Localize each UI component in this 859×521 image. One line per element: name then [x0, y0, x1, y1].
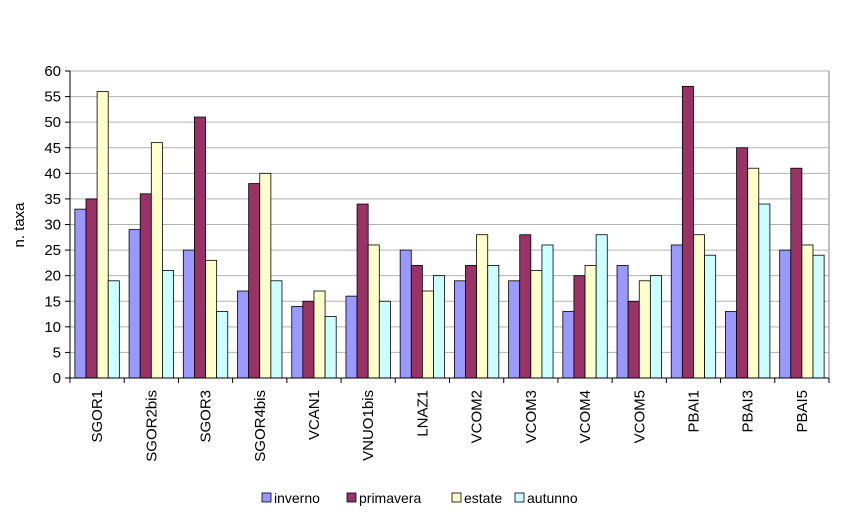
bar-primavera-PBAI1 [681, 85, 694, 379]
bar-estate-SGOR4bis [259, 172, 272, 379]
x-tick-label: VNUO1bis [360, 390, 377, 461]
bar-estate-PBAI3 [747, 167, 760, 379]
bar-estate-VCOM4 [584, 265, 597, 379]
legend-swatch-primavera [346, 492, 357, 503]
legend-label-inverno: inverno [274, 490, 320, 506]
y-tick-label: 5 [53, 344, 61, 361]
bar-estate-PBAI5 [801, 244, 814, 379]
bar-estate-SGOR3 [205, 259, 218, 379]
legend-swatch-estate [451, 492, 462, 503]
x-tick-label: LNAZ1 [414, 390, 431, 437]
bar-estate-VCOM3 [530, 270, 543, 379]
x-tick-label: VCOM2 [469, 390, 486, 443]
bar-primavera-VCOM2 [465, 265, 478, 379]
bar-autunno-PBAI5 [812, 254, 825, 379]
bar-inverno-SGOR4bis [237, 290, 250, 379]
bar-autunno-SGOR2bis [162, 270, 174, 379]
bar-primavera-PBAI3 [736, 147, 749, 379]
bar-autunno-VCAN1 [324, 316, 337, 379]
bar-estate-VCAN1 [313, 290, 326, 379]
x-tick-label: PBAI3 [740, 390, 757, 433]
bar-primavera-LNAZ1 [410, 265, 423, 379]
bar-inverno-VCOM5 [616, 265, 629, 379]
bar-estate-PBAI1 [693, 234, 705, 379]
legend-label-estate: estate [464, 490, 502, 506]
y-tick-label: 50 [44, 114, 61, 131]
y-tick-label: 0 [53, 370, 61, 387]
y-tick-label: 45 [44, 140, 61, 157]
bar-estate-VCOM5 [638, 280, 651, 379]
bar-primavera-SGOR4bis [248, 183, 261, 379]
y-axis-title: n. taxa [11, 202, 28, 248]
legend-swatch-inverno [261, 492, 272, 503]
y-tick-label: 55 [44, 89, 61, 106]
bar-autunno-VCOM3 [541, 244, 554, 379]
x-tick-label: VCOM5 [631, 390, 648, 443]
x-tick-label: PBAI5 [794, 390, 811, 433]
bar-inverno-VNUO1bis [345, 295, 358, 379]
bar-inverno-VCOM2 [453, 280, 466, 379]
bar-primavera-VCAN1 [302, 300, 315, 379]
bar-autunno-VCOM2 [487, 265, 500, 379]
bar-inverno-PBAI5 [779, 249, 792, 379]
bar-estate-LNAZ1 [421, 290, 434, 379]
bar-primavera-SGOR3 [194, 116, 206, 379]
x-tick-label: SGOR4bis [252, 390, 269, 462]
bar-inverno-PBAI1 [670, 244, 683, 379]
y-tick-label: 25 [44, 242, 61, 259]
bar-inverno-PBAI3 [725, 311, 737, 379]
bar-autunno-SGOR3 [216, 311, 229, 379]
x-tick-label: VCAN1 [306, 390, 323, 440]
bar-inverno-LNAZ1 [399, 249, 412, 379]
y-tick-label: 60 [44, 63, 61, 80]
legend-label-autunno: autunno [527, 490, 578, 506]
legend-swatch-autunno [514, 492, 525, 503]
bar-inverno-SGOR1 [74, 208, 87, 379]
x-tick-label: VCOM3 [523, 390, 540, 443]
y-tick-labels: 0 5 10 15 20 25 30 35 40 45 50 55 60 [44, 63, 61, 387]
y-tick-label: 35 [44, 191, 61, 208]
legend-label-primavera: primavera [359, 490, 421, 506]
bar-autunno-VNUO1bis [378, 300, 391, 379]
bar-inverno-VCOM4 [562, 311, 575, 379]
bar-primavera-VCOM5 [627, 300, 640, 379]
bar-estate-SGOR1 [96, 91, 109, 379]
y-tick-label: 15 [44, 293, 61, 310]
bar-autunno-PBAI3 [758, 203, 771, 379]
bar-estate-SGOR2bis [150, 142, 163, 379]
x-tick-label: PBAI1 [685, 390, 702, 433]
bar-primavera-PBAI5 [790, 167, 803, 379]
bar-estate-VNUO1bis [367, 244, 380, 379]
bar-inverno-SGOR2bis [128, 229, 141, 379]
bar-primavera-VNUO1bis [356, 203, 369, 379]
legend: inverno primavera estate autunno [261, 490, 578, 506]
bar-primavera-SGOR2bis [139, 193, 152, 379]
bar-autunno-VCOM5 [649, 275, 662, 379]
bar-inverno-VCOM3 [508, 280, 521, 379]
bar-autunno-SGOR1 [107, 280, 120, 379]
y-tick-label: 10 [44, 319, 61, 336]
x-tick-label: SGOR2bis [143, 390, 160, 462]
y-tick-label: 20 [44, 268, 61, 285]
bar-autunno-LNAZ1 [433, 275, 446, 379]
y-tick-label: 30 [44, 217, 61, 234]
x-tick-label: SGOR3 [198, 390, 215, 443]
y-tick-label: 40 [44, 165, 61, 182]
axes [65, 70, 830, 383]
bar-primavera-VCOM3 [519, 234, 532, 379]
x-tick-label: SGOR1 [89, 390, 106, 443]
x-tick-label: VCOM4 [577, 390, 594, 443]
bar-primavera-SGOR1 [85, 198, 98, 379]
bar-estate-VCOM2 [476, 234, 489, 379]
bar-inverno-SGOR3 [182, 249, 195, 379]
bar-autunno-VCOM4 [595, 234, 608, 379]
bar-autunno-SGOR4bis [270, 280, 283, 379]
bar-inverno-VCAN1 [291, 305, 304, 379]
bar-primavera-VCOM4 [573, 275, 586, 379]
x-tick-labels: SGOR1 SGOR2bis SGOR3 SGOR4bis VCAN1 VNUO1bis L… [89, 390, 811, 462]
bar-autunno-PBAI1 [704, 254, 717, 379]
